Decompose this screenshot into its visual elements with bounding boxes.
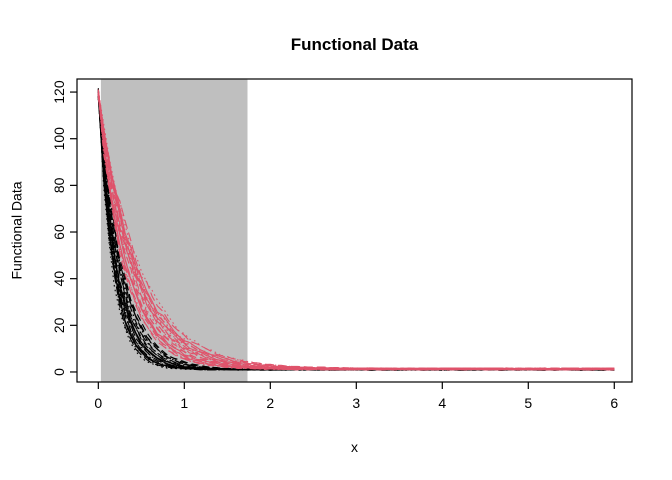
red-curves-line — [97, 94, 615, 370]
x-tick-label: 2 — [266, 395, 274, 411]
y-tick-label: 0 — [51, 368, 67, 376]
x-tick-label: 4 — [438, 395, 446, 411]
x-tick-label: 6 — [610, 395, 618, 411]
curve-group-red — [97, 89, 615, 371]
plot-frame — [76, 78, 633, 383]
y-tick-label: 120 — [51, 80, 67, 104]
x-tick-label: 0 — [94, 395, 102, 411]
x-axis-title: x — [351, 439, 358, 455]
y-tick-label: 60 — [51, 224, 67, 240]
x-axis: 0 1 2 3 4 5 6 — [94, 382, 618, 411]
y-tick-label: 40 — [51, 271, 67, 287]
chart-title: Functional Data — [291, 35, 419, 54]
y-tick-label: 100 — [51, 127, 67, 151]
red-curves-line — [97, 92, 615, 370]
x-tick-label: 5 — [524, 395, 532, 411]
y-tick-label: 20 — [51, 317, 67, 333]
y-axis-title: Functional Data — [9, 181, 25, 279]
y-axis: 0 20 40 60 80 100 120 — [51, 80, 77, 376]
red-curves-line — [97, 97, 615, 370]
y-tick-label: 80 — [51, 177, 67, 193]
x-tick-label: 3 — [352, 395, 360, 411]
red-curves-line — [97, 93, 615, 370]
x-tick-label: 1 — [180, 395, 188, 411]
